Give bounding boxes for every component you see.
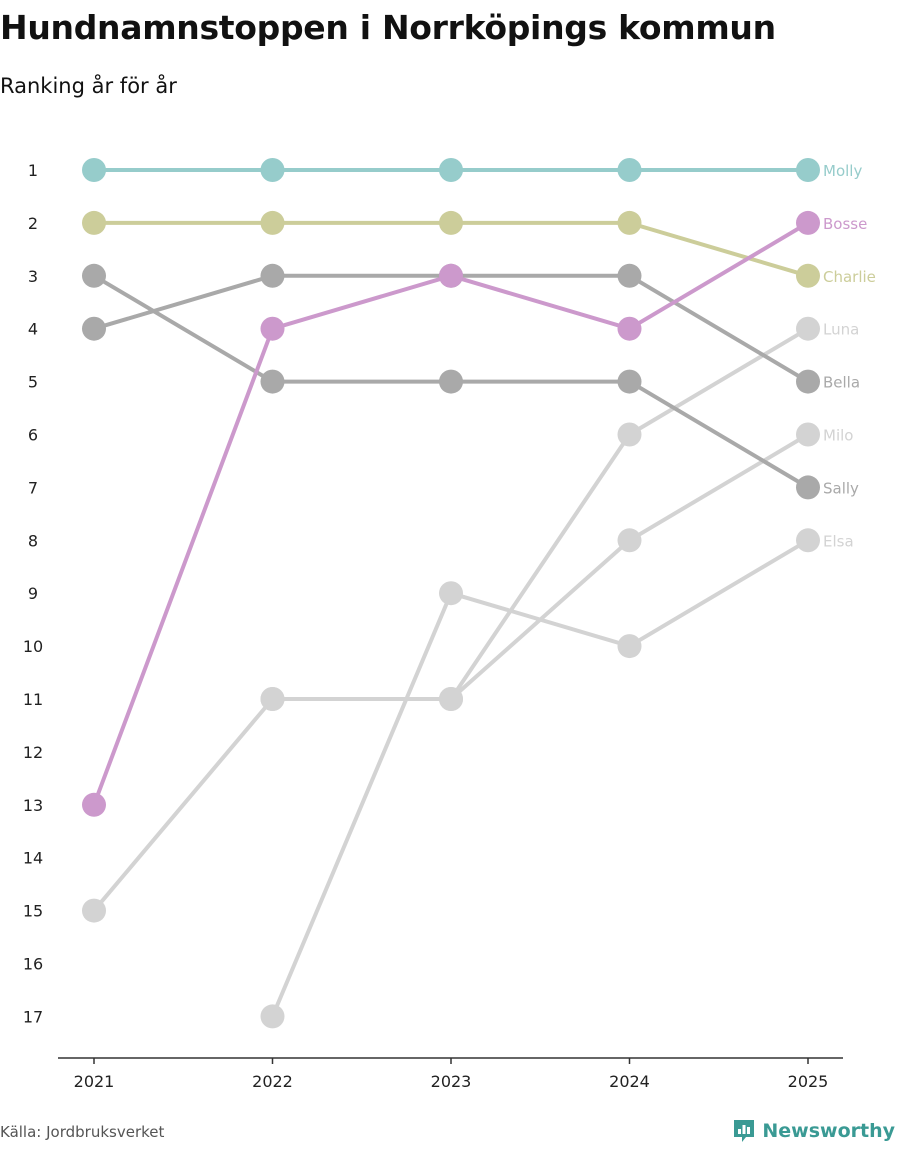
y-tick-label: 1 xyxy=(28,161,38,180)
data-point-charlie xyxy=(82,210,106,235)
data-point-bosse xyxy=(260,316,285,341)
y-tick-label: 13 xyxy=(23,796,43,815)
data-point-molly xyxy=(796,158,820,182)
data-point-elsa xyxy=(796,528,820,553)
chart-subtitle: Ranking år för år xyxy=(0,74,177,98)
data-point-sally xyxy=(439,369,463,394)
x-tick-label: 2021 xyxy=(74,1072,115,1091)
y-tick-label: 11 xyxy=(23,690,43,709)
data-point-charlie xyxy=(796,263,820,288)
data-point-charlie xyxy=(439,210,463,235)
y-tick-label: 15 xyxy=(23,902,43,921)
series-label-luna: Luna xyxy=(823,321,859,339)
data-point-bella xyxy=(617,263,642,288)
data-point-sally xyxy=(796,475,820,500)
data-point-sally xyxy=(617,369,642,394)
y-tick-label: 4 xyxy=(28,320,38,339)
chart-title: Hundnamnstoppen i Norrköpings kommun xyxy=(0,8,776,47)
data-point-bosse xyxy=(82,792,106,817)
data-point-bosse xyxy=(617,316,642,341)
y-tick-label: 7 xyxy=(28,478,38,497)
data-point-elsa xyxy=(260,1004,285,1029)
data-point-molly xyxy=(439,158,463,182)
x-tick-label: 2023 xyxy=(431,1072,472,1091)
data-point-charlie xyxy=(617,210,642,235)
data-point-sally xyxy=(260,369,285,394)
y-tick-label: 3 xyxy=(28,267,38,286)
newsworthy-icon xyxy=(734,1120,755,1142)
y-tick-label: 2 xyxy=(28,214,38,233)
series-label-elsa: Elsa xyxy=(823,532,854,550)
series-label-milo: Milo xyxy=(823,427,853,445)
y-tick-label: 9 xyxy=(28,584,38,603)
brand-name: Newsworthy xyxy=(762,1120,895,1142)
data-point-luna xyxy=(439,687,463,711)
data-point-luna xyxy=(260,687,285,711)
series-label-molly: Molly xyxy=(823,162,862,180)
data-point-milo xyxy=(82,898,106,923)
data-point-bella xyxy=(260,263,285,288)
y-tick-label: 8 xyxy=(28,531,38,550)
data-point-bella xyxy=(796,369,820,394)
series-label-charlie: Charlie xyxy=(823,268,876,286)
x-tick-label: 2025 xyxy=(788,1072,829,1091)
data-point-milo xyxy=(617,528,642,553)
series-line-milo xyxy=(92,432,810,913)
brand-logo: Newsworthy xyxy=(732,1118,895,1144)
data-point-molly xyxy=(617,158,642,182)
y-tick-label: 10 xyxy=(23,637,43,656)
data-point-molly xyxy=(260,158,285,182)
data-point-charlie xyxy=(260,210,285,235)
y-tick-label: 16 xyxy=(23,955,43,974)
y-tick-label: 12 xyxy=(23,743,43,762)
data-point-sally xyxy=(82,263,106,288)
data-point-milo xyxy=(796,422,820,447)
data-point-luna xyxy=(617,422,642,447)
source-note: Källa: Jordbruksverket xyxy=(0,1123,165,1141)
y-tick-label: 5 xyxy=(28,373,38,392)
series-label-sally: Sally xyxy=(823,479,859,497)
series-label-bella: Bella xyxy=(823,374,860,392)
data-point-bella xyxy=(82,316,106,341)
data-point-luna xyxy=(796,316,820,341)
y-tick-label: 17 xyxy=(23,1007,43,1026)
data-point-elsa xyxy=(617,634,642,659)
x-tick-label: 2024 xyxy=(609,1072,650,1091)
series-label-bosse: Bosse xyxy=(823,215,867,233)
series-line-elsa xyxy=(270,538,810,1019)
y-tick-label: 14 xyxy=(23,849,43,868)
series-line-bosse xyxy=(92,220,810,807)
x-tick-label: 2022 xyxy=(252,1072,293,1091)
series-line-bella xyxy=(92,273,810,384)
y-tick-label: 6 xyxy=(28,426,38,445)
data-point-bosse xyxy=(796,210,820,235)
data-point-bosse xyxy=(439,263,463,288)
data-point-molly xyxy=(82,158,106,182)
data-point-elsa xyxy=(439,581,463,606)
series-line-luna xyxy=(270,326,810,701)
